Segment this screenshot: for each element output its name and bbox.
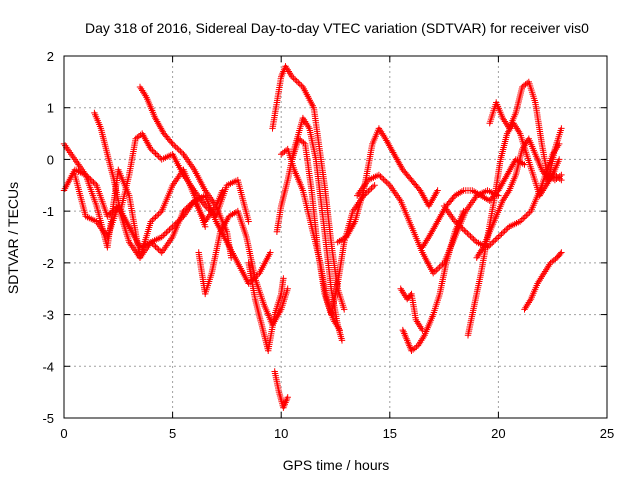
x-tick-label: 20 [491,426,505,441]
marker-path [136,83,235,261]
y-tick-label: 2 [47,49,54,64]
marker-path [195,207,291,329]
series-s6 [195,207,291,329]
y-tick-label: -1 [42,204,54,219]
marker-path [545,171,565,184]
series-s23 [545,171,565,184]
series-s16 [399,207,467,354]
marker-path [521,249,565,313]
marker-path [399,207,467,354]
y-tick-label: -3 [42,308,54,323]
series-s9 [269,63,348,313]
plot-frame [63,55,608,419]
marker-path [91,109,252,225]
y-tick-label: -4 [42,359,54,374]
marker-path [334,125,441,246]
y-tick-label: -5 [42,411,54,426]
series-s8 [271,368,291,411]
x-tick-label: 0 [60,426,67,441]
series-s13 [334,125,441,246]
series-s22 [521,249,565,313]
y-tick-label: -2 [42,256,54,271]
series-s12 [288,135,378,318]
series-s20 [473,135,565,261]
marker-path [473,135,565,261]
marker-path [397,285,426,334]
y-tick-label: 0 [47,152,54,167]
marker-path [269,63,348,313]
x-tick-label: 25 [600,426,614,441]
x-axis-title: GPS time / hours [283,457,390,473]
x-tick-label: 5 [169,426,176,441]
y-tick-label: 1 [47,101,54,116]
x-tick-label: 15 [383,426,397,441]
marker-path [245,259,287,354]
series-s15 [397,285,426,334]
y-axis-title: SDTVAR / TECUs [5,182,21,294]
marker-path [271,368,291,411]
axis-ticks: 0 5 10 15 20 25 -5 -4 -3 -2 -1 0 1 2 [42,49,614,441]
marker-path [288,135,378,318]
x-tick-label: 10 [274,426,288,441]
series-s4 [91,109,252,225]
series-s5 [136,83,235,261]
series-s7 [245,259,287,354]
chart-title: Day 318 of 2016, Sidereal Day-to-day VTE… [85,20,589,36]
